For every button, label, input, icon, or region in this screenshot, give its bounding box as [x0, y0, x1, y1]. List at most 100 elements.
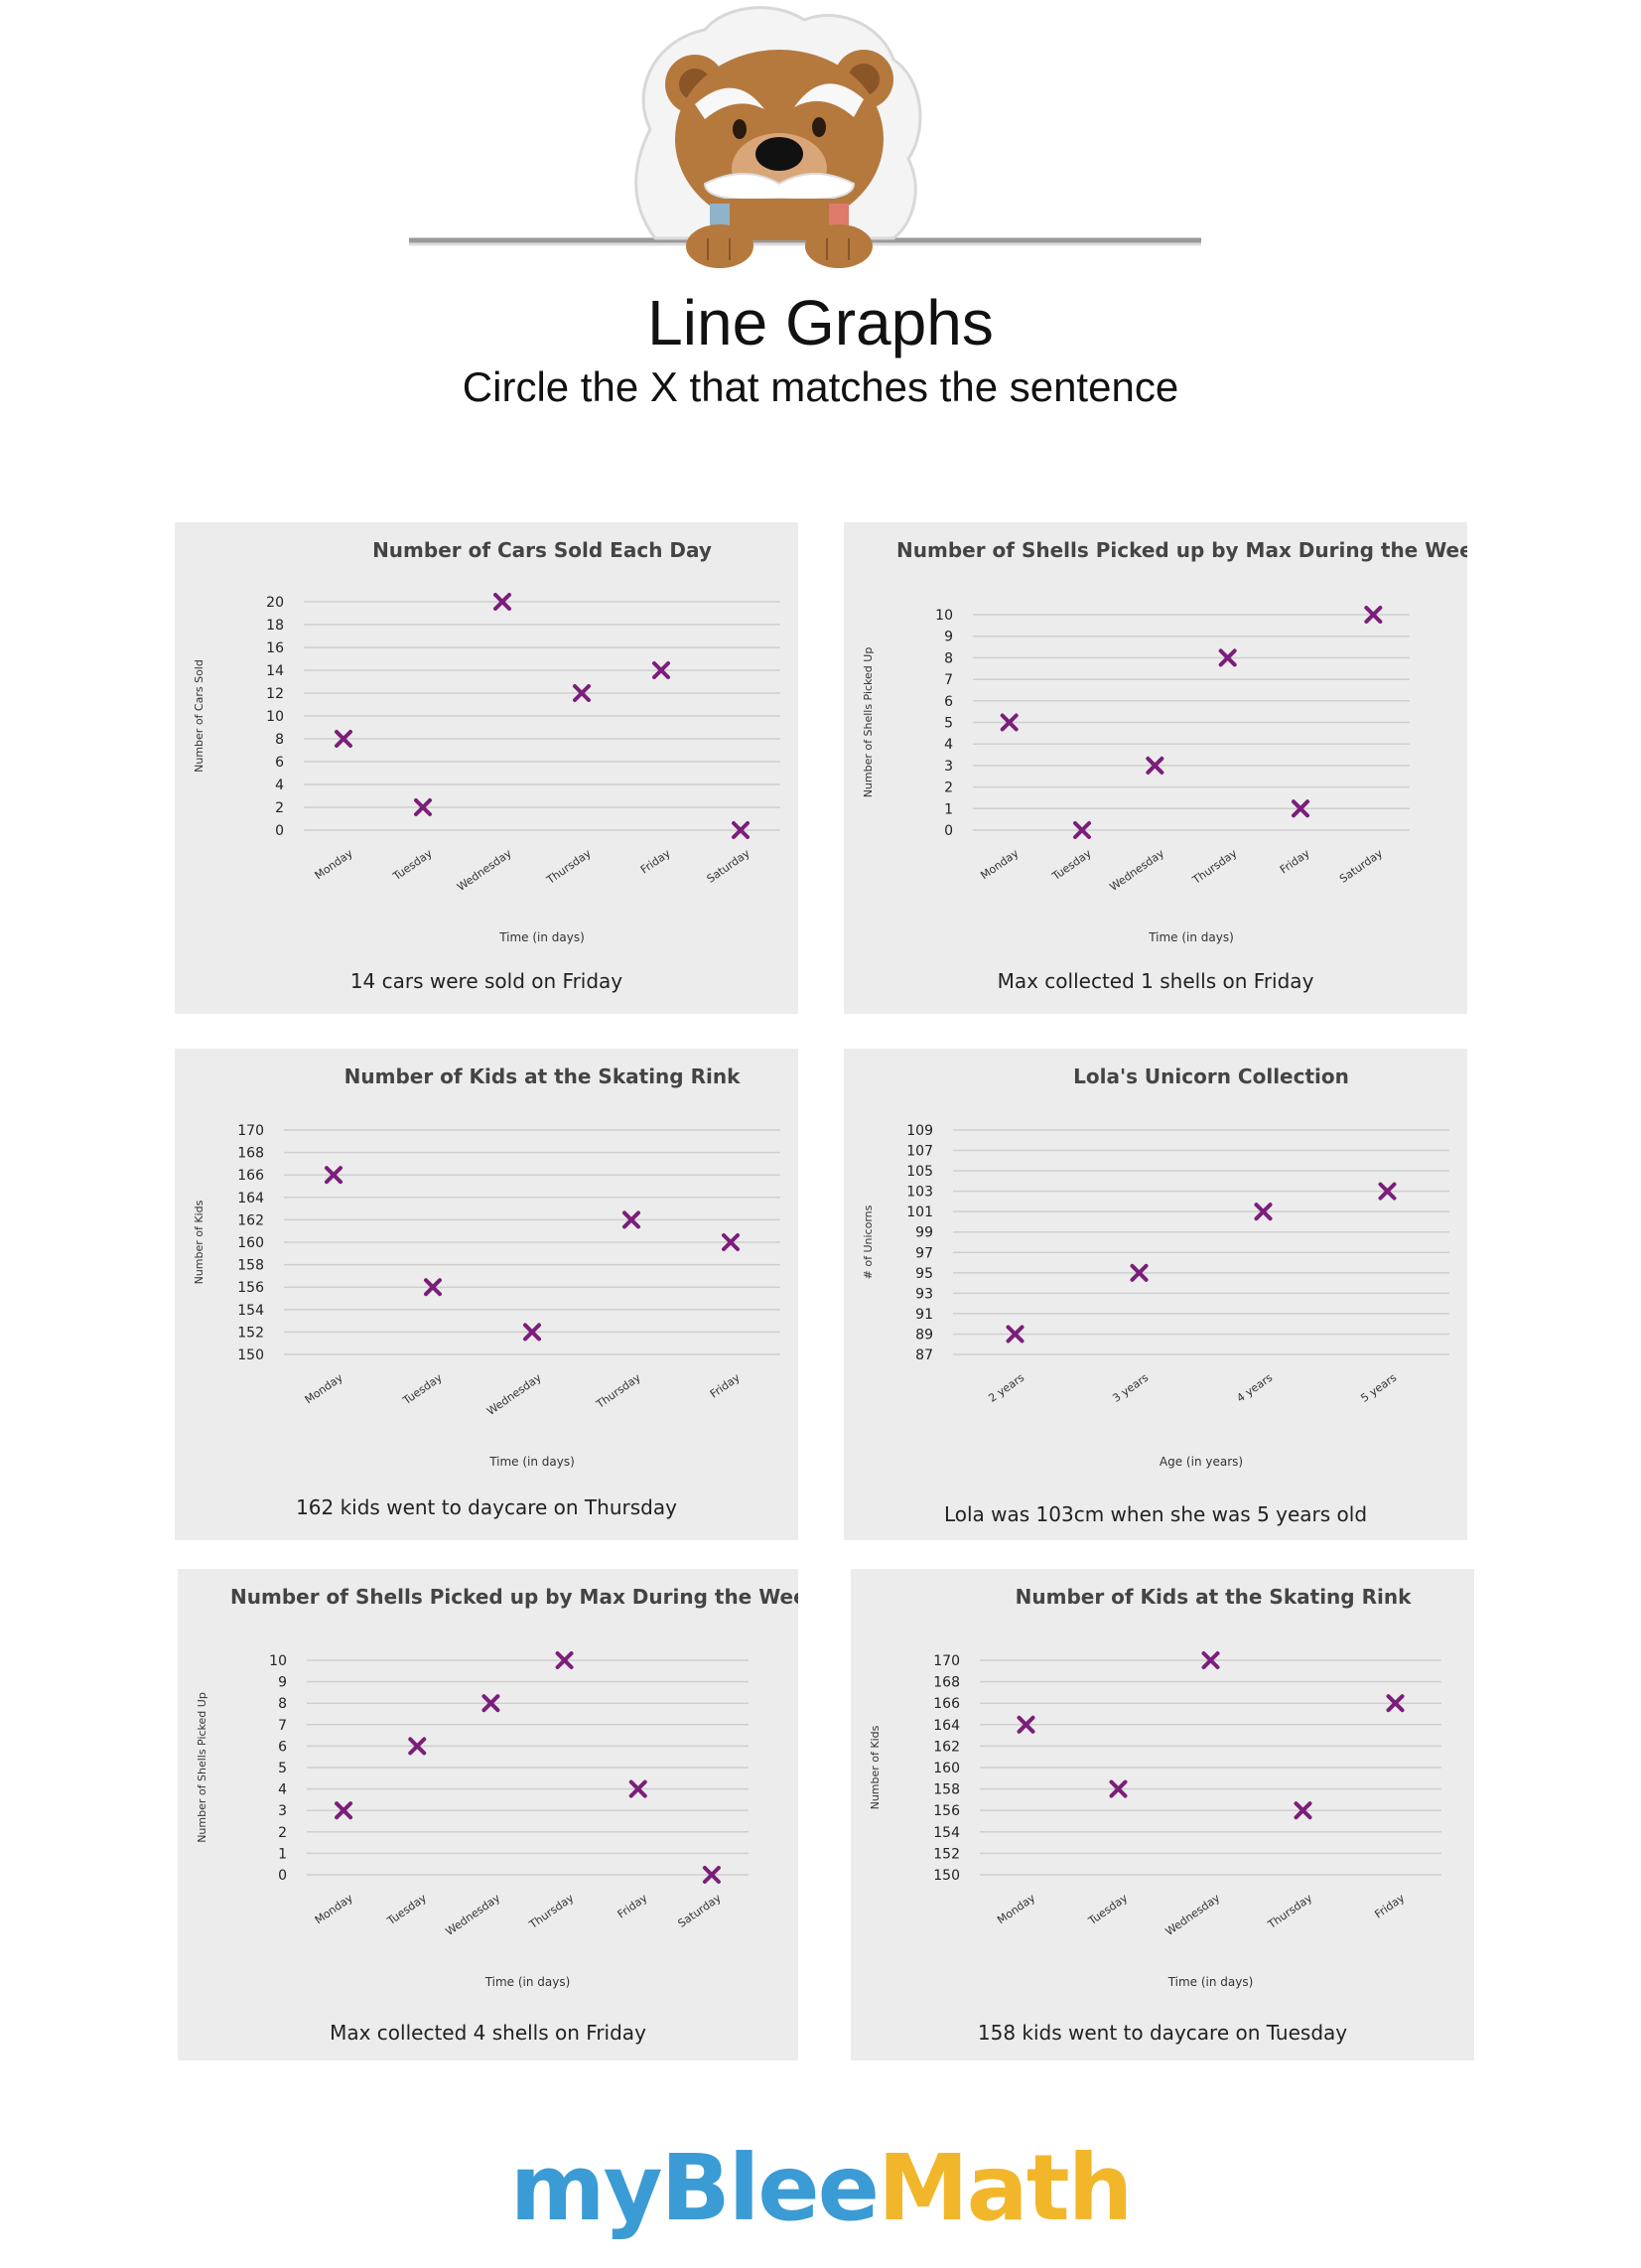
- chart-title: Number of Shells Picked up by Max During…: [896, 538, 1467, 562]
- y-tick-label: 89: [915, 1327, 933, 1343]
- brand-logo: myBleeMath: [0, 2135, 1641, 2241]
- data-point-x-marker[interactable]: [732, 821, 750, 839]
- data-point-x-marker[interactable]: [555, 1651, 574, 1669]
- y-tick-label: 93: [915, 1286, 933, 1302]
- data-point-x-marker[interactable]: [1294, 1801, 1312, 1820]
- y-tick-label: 1: [278, 1846, 287, 1862]
- x-tick-label: Friday: [638, 847, 673, 877]
- data-point-x-marker[interactable]: [1017, 1715, 1035, 1734]
- data-point-x-marker[interactable]: [702, 1866, 721, 1884]
- logo-text-math: Math: [878, 2135, 1133, 2241]
- x-tick-label: Wednesday: [444, 1892, 503, 1938]
- data-point-x-marker[interactable]: [628, 1779, 647, 1798]
- chart-svg-shells-a: Number of Shells Picked up by Max During…: [862, 538, 1467, 944]
- y-tick-label: 164: [933, 1718, 960, 1734]
- data-point-x-marker[interactable]: [1378, 1182, 1397, 1201]
- data-point-x-marker[interactable]: [481, 1694, 500, 1713]
- y-tick-label: 97: [915, 1245, 933, 1261]
- y-tick-label: 10: [935, 608, 953, 624]
- data-point-x-marker[interactable]: [335, 1801, 353, 1820]
- y-tick-label: 8: [275, 732, 284, 748]
- chart-panel-6: Number of Kids at the Skating Rink 150 152…: [851, 1569, 1474, 2060]
- data-point-x-marker[interactable]: [1000, 713, 1019, 732]
- y-axis-label: # of Unicorns: [862, 1205, 875, 1279]
- x-tick-label: Friday: [1372, 1892, 1407, 1921]
- data-point-x-marker[interactable]: [493, 593, 511, 611]
- x-tick-label: Wednesday: [455, 847, 514, 894]
- y-tick-label: 4: [944, 737, 953, 753]
- y-tick-label: 1: [944, 801, 953, 817]
- data-point-x-marker[interactable]: [408, 1737, 427, 1756]
- data-point-x-marker[interactable]: [523, 1323, 541, 1342]
- x-tick-label: 4 years: [1234, 1371, 1275, 1405]
- chart-svg-kids-a: Number of Kids at the Skating Rink 150 152…: [193, 1064, 780, 1469]
- chart-caption: Max collected 4 shells on Friday: [330, 2021, 646, 2045]
- y-tick-label: 166: [237, 1168, 264, 1184]
- y-tick-label: 20: [266, 595, 284, 611]
- y-tick-label: 16: [266, 640, 284, 656]
- data-point-x-marker[interactable]: [573, 684, 591, 702]
- y-tick-label: 156: [237, 1280, 264, 1296]
- data-point-x-marker[interactable]: [1292, 799, 1309, 818]
- chart-svg-cars: Number of Cars Sold Each Day 0 2 4 6 8 10 12 14 1…: [193, 538, 780, 944]
- x-tick-label: Thursday: [544, 847, 595, 888]
- y-tick-label: 9: [278, 1675, 287, 1691]
- y-tick-label: 150: [933, 1868, 960, 1884]
- data-point-x-marker[interactable]: [1073, 821, 1091, 839]
- data-point-x-marker[interactable]: [722, 1233, 740, 1251]
- x-tick-label: Tuesday: [400, 1371, 445, 1408]
- x-tick-label: 3 years: [1110, 1371, 1151, 1405]
- x-tick-label: Wednesday: [1107, 847, 1166, 894]
- y-tick-label: 160: [237, 1235, 264, 1251]
- x-tick-label: Monday: [303, 1371, 345, 1407]
- data-point-x-marker[interactable]: [1364, 606, 1383, 624]
- data-point-x-marker[interactable]: [1006, 1325, 1025, 1344]
- y-tick-label: 2: [944, 780, 953, 796]
- data-point-x-marker[interactable]: [325, 1166, 342, 1185]
- data-point-x-marker[interactable]: [1109, 1779, 1128, 1798]
- y-tick-label: 101: [906, 1205, 933, 1220]
- x-tick-label: Wednesday: [484, 1371, 544, 1418]
- data-point-x-marker[interactable]: [424, 1278, 442, 1297]
- data-point-x-marker[interactable]: [1201, 1651, 1220, 1669]
- data-point-x-marker[interactable]: [1254, 1203, 1273, 1221]
- y-tick-label: 152: [237, 1325, 264, 1341]
- data-point-x-marker[interactable]: [622, 1210, 640, 1229]
- chart-caption: 162 kids went to daycare on Thursday: [296, 1495, 677, 1519]
- data-point-x-marker[interactable]: [335, 730, 352, 748]
- chart-panel-4: Lola's Unicorn Collection 87 89 91 93 95 97 99 1…: [844, 1049, 1467, 1540]
- x-tick-label: Tuesday: [1049, 847, 1094, 884]
- mascot-illustration: [409, 6, 1201, 268]
- y-axis-label: Number of Kids: [869, 1725, 882, 1809]
- x-tick-label: Wednesday: [1163, 1892, 1223, 1938]
- y-tick-label: 0: [944, 823, 953, 839]
- y-tick-label: 150: [237, 1347, 264, 1363]
- x-tick-label: 2 years: [986, 1371, 1026, 1405]
- chart-title: Number of Kids at the Skating Rink: [1016, 1585, 1412, 1609]
- chart-svg-shells-b: Number of Shells Picked up by Max During…: [196, 1585, 798, 1989]
- chart-title: Lola's Unicorn Collection: [1073, 1064, 1349, 1088]
- y-tick-label: 12: [266, 686, 284, 702]
- data-point-x-marker[interactable]: [414, 798, 432, 816]
- data-point-x-marker[interactable]: [1218, 648, 1237, 667]
- y-tick-label: 7: [278, 1718, 287, 1734]
- chart-svg-unicorns: Lola's Unicorn Collection 87 89 91 93 95 97 99 1…: [862, 1064, 1449, 1469]
- y-tick-label: 109: [906, 1123, 933, 1139]
- chart-caption: 158 kids went to daycare on Tuesday: [977, 2021, 1348, 2045]
- y-tick-label: 5: [278, 1761, 287, 1776]
- page-title: Line Graphs: [647, 287, 994, 358]
- chart-title: Number of Kids at the Skating Rink: [344, 1064, 741, 1088]
- chart-panel-5: Number of Shells Picked up by Max During…: [178, 1569, 798, 2060]
- data-point-x-marker[interactable]: [1386, 1694, 1405, 1713]
- y-tick-label: 91: [915, 1307, 933, 1323]
- x-tick-label: Saturday: [676, 1892, 724, 1930]
- data-point-x-marker[interactable]: [1130, 1263, 1149, 1282]
- y-tick-label: 5: [944, 716, 953, 732]
- data-point-x-marker[interactable]: [652, 661, 670, 679]
- x-tick-label: Monday: [313, 1892, 355, 1927]
- data-point-x-marker[interactable]: [1146, 756, 1164, 775]
- y-tick-label: 10: [269, 1653, 287, 1669]
- y-tick-label: 6: [275, 755, 284, 771]
- x-axis-label: Time (in days): [498, 930, 585, 944]
- y-tick-label: 156: [933, 1803, 960, 1819]
